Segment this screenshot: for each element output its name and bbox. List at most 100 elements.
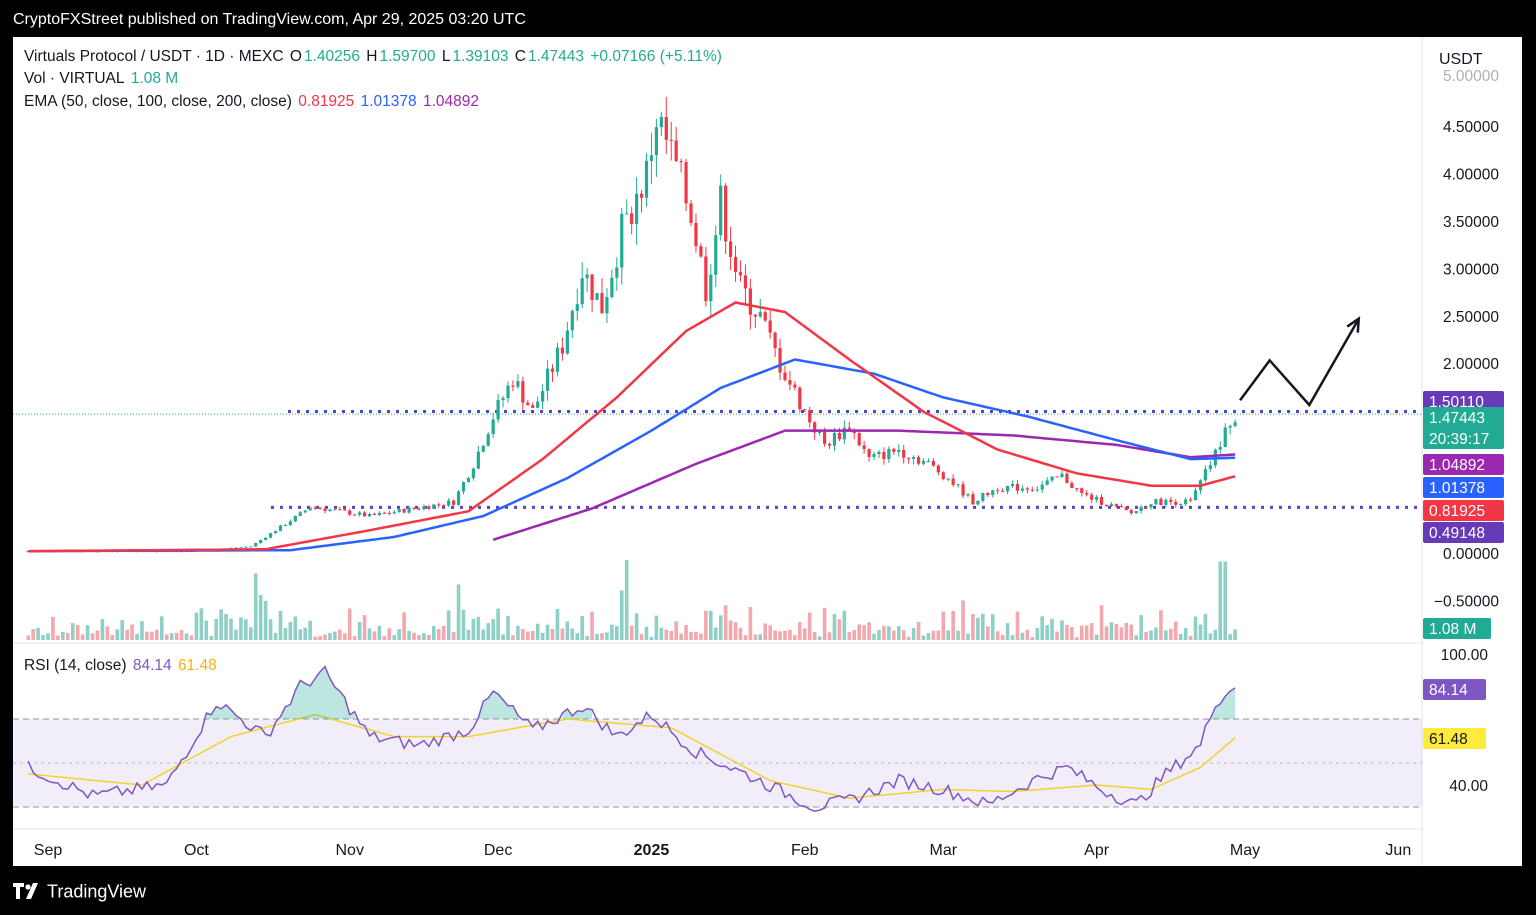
candle[interactable] (664, 96, 668, 154)
candle[interactable] (778, 338, 782, 381)
candle[interactable] (447, 498, 451, 508)
candle[interactable] (254, 542, 258, 547)
candle[interactable] (981, 492, 985, 503)
candle[interactable] (521, 376, 525, 410)
candle[interactable] (397, 508, 401, 513)
candle[interactable] (1025, 486, 1029, 494)
candle[interactable] (382, 511, 386, 514)
candles[interactable] (26, 96, 1237, 553)
candle[interactable] (427, 504, 431, 511)
candle[interactable] (526, 400, 530, 406)
candle[interactable] (857, 432, 861, 447)
candle[interactable] (1075, 487, 1079, 492)
candle[interactable] (1184, 497, 1188, 507)
chart-canvas[interactable]: USDT 4.50000 4.00000 3.50000 3.00000 2.50000 2… (13, 37, 1522, 866)
candle[interactable] (1095, 495, 1099, 503)
candle[interactable] (1104, 504, 1109, 507)
rsi-ma-line[interactable] (28, 713, 1236, 799)
forecast-arrow[interactable] (1239, 318, 1360, 408)
candle[interactable] (1055, 476, 1059, 478)
candle[interactable] (1228, 424, 1232, 435)
candle[interactable] (565, 321, 569, 355)
candle[interactable] (714, 225, 718, 287)
candle[interactable] (412, 507, 416, 511)
candle[interactable] (1060, 470, 1064, 478)
candle[interactable] (704, 247, 708, 307)
candle[interactable] (803, 409, 807, 413)
chart-card[interactable]: USDT 4.50000 4.00000 3.50000 3.00000 2.50000 2… (13, 37, 1522, 866)
candle[interactable] (541, 384, 545, 410)
candle[interactable] (1114, 503, 1118, 509)
candle[interactable] (763, 310, 767, 323)
candle[interactable] (971, 491, 975, 506)
candle[interactable] (516, 374, 520, 389)
candle[interactable] (303, 509, 307, 514)
candle[interactable] (318, 506, 322, 510)
candle[interactable] (733, 245, 738, 282)
candle[interactable] (590, 274, 594, 312)
candle[interactable] (570, 309, 574, 339)
candle[interactable] (1005, 485, 1010, 495)
candle[interactable] (348, 508, 352, 517)
candle[interactable] (343, 508, 347, 511)
candle[interactable] (743, 264, 748, 304)
candle[interactable] (961, 480, 965, 499)
candle[interactable] (1233, 419, 1237, 428)
candle[interactable] (323, 506, 327, 514)
candle[interactable] (842, 420, 846, 445)
candle[interactable] (422, 504, 426, 511)
candle[interactable] (644, 153, 649, 207)
candle[interactable] (1159, 496, 1163, 506)
candle[interactable] (550, 364, 555, 382)
candle[interactable] (719, 174, 723, 241)
candle[interactable] (946, 477, 950, 482)
candle[interactable] (362, 511, 367, 517)
candle[interactable] (862, 440, 866, 454)
candle[interactable] (471, 467, 475, 481)
candle[interactable] (1174, 499, 1178, 508)
candle[interactable] (951, 474, 955, 487)
candle[interactable] (580, 261, 584, 309)
candle[interactable] (506, 381, 510, 403)
candle[interactable] (486, 431, 490, 447)
candle[interactable] (936, 464, 940, 476)
candle[interactable] (1164, 498, 1168, 508)
candle[interactable] (387, 510, 391, 516)
candle[interactable] (635, 177, 639, 245)
candle[interactable] (264, 537, 268, 541)
candle[interactable] (259, 539, 263, 544)
candle[interactable] (1050, 476, 1054, 483)
candle[interactable] (358, 511, 362, 517)
candle[interactable] (1015, 480, 1020, 495)
candle[interactable] (1119, 503, 1123, 508)
candle[interactable] (1149, 504, 1153, 510)
candle[interactable] (1169, 497, 1173, 505)
candle[interactable] (931, 458, 935, 467)
candle[interactable] (991, 489, 995, 498)
candle[interactable] (1099, 494, 1104, 506)
candle[interactable] (328, 508, 332, 512)
candle[interactable] (827, 442, 832, 450)
candle[interactable] (283, 523, 288, 526)
candle[interactable] (244, 546, 248, 548)
candle[interactable] (1080, 487, 1084, 497)
candle[interactable] (625, 199, 629, 215)
candle[interactable] (442, 504, 446, 509)
candle[interactable] (456, 489, 461, 506)
candle[interactable] (649, 132, 654, 185)
ema-label[interactable]: EMA (50, close, 100, close, 200, close) (24, 93, 292, 110)
candle[interactable] (417, 507, 421, 511)
candle[interactable] (1124, 506, 1128, 511)
candle[interactable] (1020, 485, 1025, 493)
candle[interactable] (531, 402, 535, 409)
candle[interactable] (1154, 498, 1158, 506)
candle[interactable] (783, 365, 787, 382)
candle[interactable] (1001, 488, 1005, 492)
candle[interactable] (916, 455, 921, 466)
candle[interactable] (1193, 487, 1198, 501)
candle[interactable] (872, 451, 876, 461)
candle[interactable] (689, 199, 693, 226)
candle[interactable] (1218, 441, 1222, 454)
candle[interactable] (353, 513, 357, 516)
candle[interactable] (1129, 508, 1133, 516)
